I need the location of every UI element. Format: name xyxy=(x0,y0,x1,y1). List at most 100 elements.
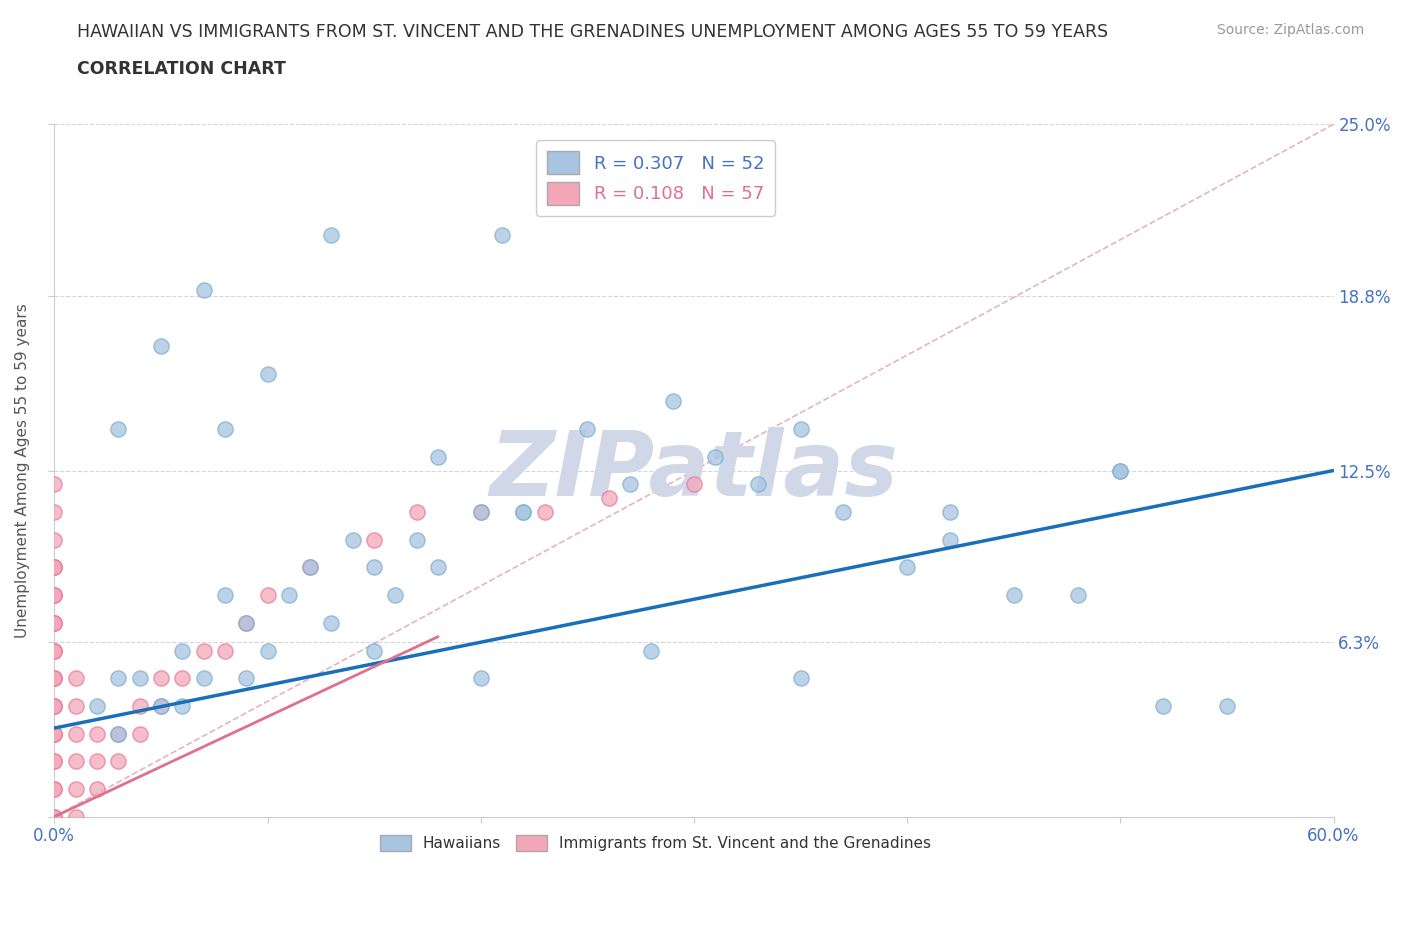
Point xyxy=(321,228,343,243)
Point xyxy=(44,754,66,769)
Point xyxy=(65,726,87,741)
Point xyxy=(44,726,66,741)
Point xyxy=(128,698,150,713)
Point xyxy=(65,809,87,824)
Point xyxy=(44,643,66,658)
Point xyxy=(193,643,215,658)
Point xyxy=(512,505,534,520)
Point xyxy=(683,477,706,492)
Point xyxy=(107,754,129,769)
Legend: Hawaiians, Immigrants from St. Vincent and the Grenadines: Hawaiians, Immigrants from St. Vincent a… xyxy=(374,830,938,857)
Point xyxy=(321,616,343,631)
Point xyxy=(44,505,66,520)
Point xyxy=(214,421,236,436)
Point xyxy=(44,616,66,631)
Point xyxy=(44,809,66,824)
Point xyxy=(107,671,129,685)
Point xyxy=(1152,698,1174,713)
Text: CORRELATION CHART: CORRELATION CHART xyxy=(77,60,287,78)
Point xyxy=(193,283,215,298)
Text: Source: ZipAtlas.com: Source: ZipAtlas.com xyxy=(1216,23,1364,37)
Point xyxy=(44,726,66,741)
Point xyxy=(86,726,108,741)
Point xyxy=(44,726,66,741)
Point xyxy=(128,726,150,741)
Point xyxy=(214,588,236,603)
Point xyxy=(44,643,66,658)
Point xyxy=(789,671,811,685)
Point xyxy=(44,809,66,824)
Point xyxy=(235,671,257,685)
Point xyxy=(938,532,960,547)
Point xyxy=(107,726,129,741)
Point xyxy=(704,449,727,464)
Point xyxy=(896,560,918,575)
Point xyxy=(44,560,66,575)
Point xyxy=(747,477,769,492)
Point xyxy=(44,588,66,603)
Point xyxy=(44,643,66,658)
Point xyxy=(44,588,66,603)
Point xyxy=(1216,698,1239,713)
Point xyxy=(44,754,66,769)
Point xyxy=(44,671,66,685)
Point xyxy=(107,421,129,436)
Point xyxy=(193,671,215,685)
Point xyxy=(576,421,599,436)
Point xyxy=(149,339,172,353)
Point xyxy=(235,616,257,631)
Point xyxy=(44,532,66,547)
Point xyxy=(44,616,66,631)
Point xyxy=(789,421,811,436)
Point xyxy=(427,449,450,464)
Point xyxy=(172,671,194,685)
Point xyxy=(1002,588,1025,603)
Point xyxy=(44,698,66,713)
Point xyxy=(65,781,87,796)
Point xyxy=(65,671,87,685)
Point xyxy=(256,588,278,603)
Point xyxy=(44,698,66,713)
Point xyxy=(384,588,406,603)
Point xyxy=(640,643,662,658)
Point xyxy=(86,781,108,796)
Point xyxy=(342,532,364,547)
Point xyxy=(470,505,492,520)
Point xyxy=(363,560,385,575)
Point xyxy=(214,643,236,658)
Point xyxy=(938,505,960,520)
Point xyxy=(533,200,555,215)
Point xyxy=(256,366,278,381)
Point xyxy=(149,698,172,713)
Point xyxy=(470,671,492,685)
Point xyxy=(44,477,66,492)
Point xyxy=(470,505,492,520)
Point xyxy=(598,491,620,506)
Point xyxy=(149,671,172,685)
Point xyxy=(44,616,66,631)
Point xyxy=(149,698,172,713)
Point xyxy=(491,228,513,243)
Point xyxy=(619,477,641,492)
Point xyxy=(44,671,66,685)
Point xyxy=(405,532,427,547)
Point xyxy=(65,698,87,713)
Point xyxy=(235,616,257,631)
Point xyxy=(44,588,66,603)
Point xyxy=(832,505,855,520)
Point xyxy=(299,560,322,575)
Text: HAWAIIAN VS IMMIGRANTS FROM ST. VINCENT AND THE GRENADINES UNEMPLOYMENT AMONG AG: HAWAIIAN VS IMMIGRANTS FROM ST. VINCENT … xyxy=(77,23,1108,41)
Point xyxy=(44,560,66,575)
Point xyxy=(256,643,278,658)
Point xyxy=(661,393,683,408)
Point xyxy=(128,671,150,685)
Point xyxy=(512,505,534,520)
Point xyxy=(44,698,66,713)
Point xyxy=(363,532,385,547)
Point xyxy=(1109,463,1132,478)
Point xyxy=(427,560,450,575)
Point xyxy=(107,726,129,741)
Point xyxy=(44,671,66,685)
Point xyxy=(405,505,427,520)
Text: ZIPatlas: ZIPatlas xyxy=(489,427,898,514)
